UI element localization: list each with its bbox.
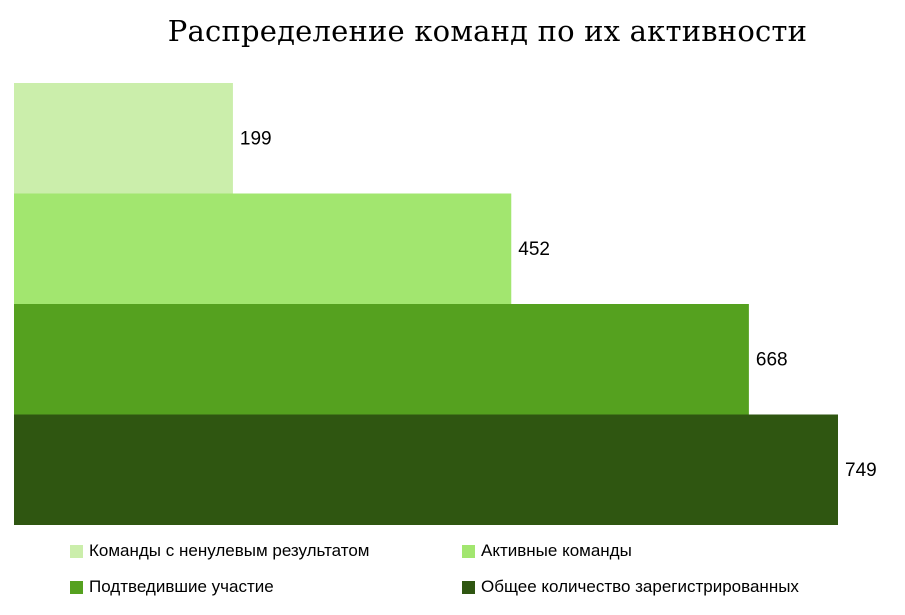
chart-title: Распределение команд по их активности — [167, 14, 808, 48]
data-label-1: 199 — [240, 128, 272, 149]
legend-swatch — [70, 544, 83, 558]
data-label-4: 749 — [845, 460, 877, 481]
legend: Команды с ненулевым результатом Активные … — [70, 540, 890, 598]
legend-swatch — [70, 580, 83, 594]
bar-3 — [14, 304, 749, 415]
legend-label: Команды с ненулевым результатом — [89, 541, 370, 560]
bar-4 — [14, 414, 838, 525]
legend-label: Активные команды — [481, 541, 632, 560]
legend-label: Подтведившие участие — [89, 577, 274, 596]
bar-2 — [14, 193, 512, 304]
legend-item-3: Подтведившие участие — [70, 576, 462, 598]
data-label-2: 452 — [518, 239, 550, 260]
legend-swatch — [462, 580, 475, 594]
legend-item-4: Общее количество зарегистрированных — [462, 576, 882, 598]
legend-swatch — [462, 544, 475, 558]
data-label-3: 668 — [756, 349, 788, 370]
legend-item-2: Активные команды — [462, 540, 882, 562]
legend-item-1: Команды с ненулевым результатом — [70, 540, 462, 562]
legend-label: Общее количество зарегистрированных — [481, 577, 799, 596]
bar-1 — [14, 83, 233, 194]
